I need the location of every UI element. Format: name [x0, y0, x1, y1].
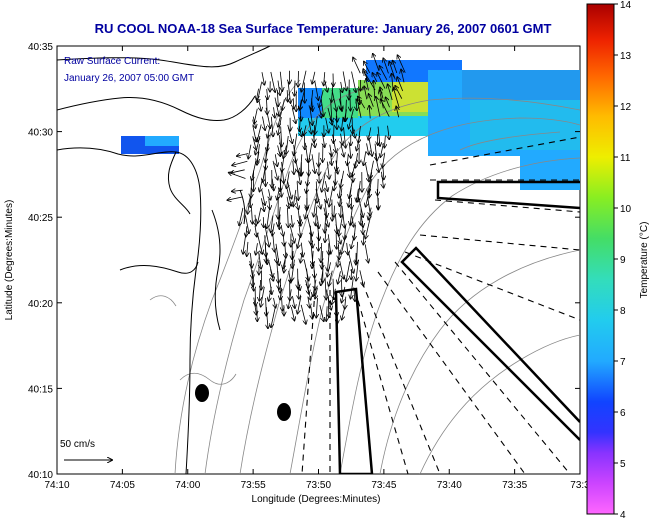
y-tick-label: 40:30: [28, 128, 53, 139]
y-tick-label: 40:35: [28, 42, 53, 53]
colorbar-tick-label: 9: [620, 255, 626, 266]
y-tick-label: 40:15: [28, 384, 53, 395]
x-axis-ticks: 74:10 74:05 74:00 73:55 73:50 73:45 73:40 73:35…: [44, 46, 590, 491]
colorbar-tick-label: 11: [620, 153, 631, 164]
buoy-marker-1: [195, 384, 209, 402]
x-tick-label: 73:35: [502, 480, 527, 491]
raw-current-label: Raw Surface Current:: [64, 56, 160, 67]
x-tick-label: 74:00: [175, 480, 200, 491]
y-tick-label: 40:10: [28, 470, 53, 481]
x-tick-label: 73:45: [371, 480, 396, 491]
y-tick-label: 40:25: [28, 213, 53, 224]
x-tick-label: 74:05: [110, 480, 135, 491]
x-tick-label: 74:10: [44, 480, 69, 491]
x-tick-label: 73:3: [570, 480, 590, 491]
buoy-marker-2: [277, 403, 291, 421]
y-axis-label: Latitude (Degrees:Minutes): [4, 200, 15, 321]
colorbar-tick-label: 13: [620, 51, 632, 62]
colorbar-tick-label: 5: [620, 459, 626, 470]
colorbar-tick-label: 4: [620, 510, 626, 519]
colorbar-tick-label: 10: [620, 204, 632, 215]
colorbar-tick-label: 14: [620, 0, 632, 11]
x-axis-label: Longitude (Degrees:Minutes): [252, 494, 381, 505]
colorbar-tick-label: 8: [620, 306, 626, 317]
figure-title: RU COOL NOAA-18 Sea Surface Temperature:…: [95, 21, 552, 36]
raw-current-time: January 26, 2007 05:00 GMT: [64, 73, 194, 84]
colorbar: [586, 3, 615, 515]
y-axis-ticks: 40:35 40:30 40:25 40:20 40:15 40:10: [28, 42, 580, 481]
colorbar-tick-label: 12: [620, 102, 632, 113]
scale-label: 50 cm/s: [60, 439, 95, 450]
x-tick-label: 73:40: [437, 480, 462, 491]
colorbar-ticks: 14 13 12 11 10 9 8 7 6 5 4: [614, 0, 632, 519]
dashed-track-lines: [301, 136, 580, 474]
surface-current-vectors: [227, 54, 406, 329]
colorbar-tick-label: 6: [620, 408, 626, 419]
shipping-lanes: [334, 180, 580, 474]
x-tick-label: 73:50: [306, 480, 331, 491]
coastline: [57, 46, 271, 474]
y-tick-label: 40:20: [28, 299, 53, 310]
colorbar-tick-label: 7: [620, 357, 626, 368]
x-tick-label: 73:55: [241, 480, 266, 491]
colorbar-label: Temperature (°C): [639, 222, 650, 299]
